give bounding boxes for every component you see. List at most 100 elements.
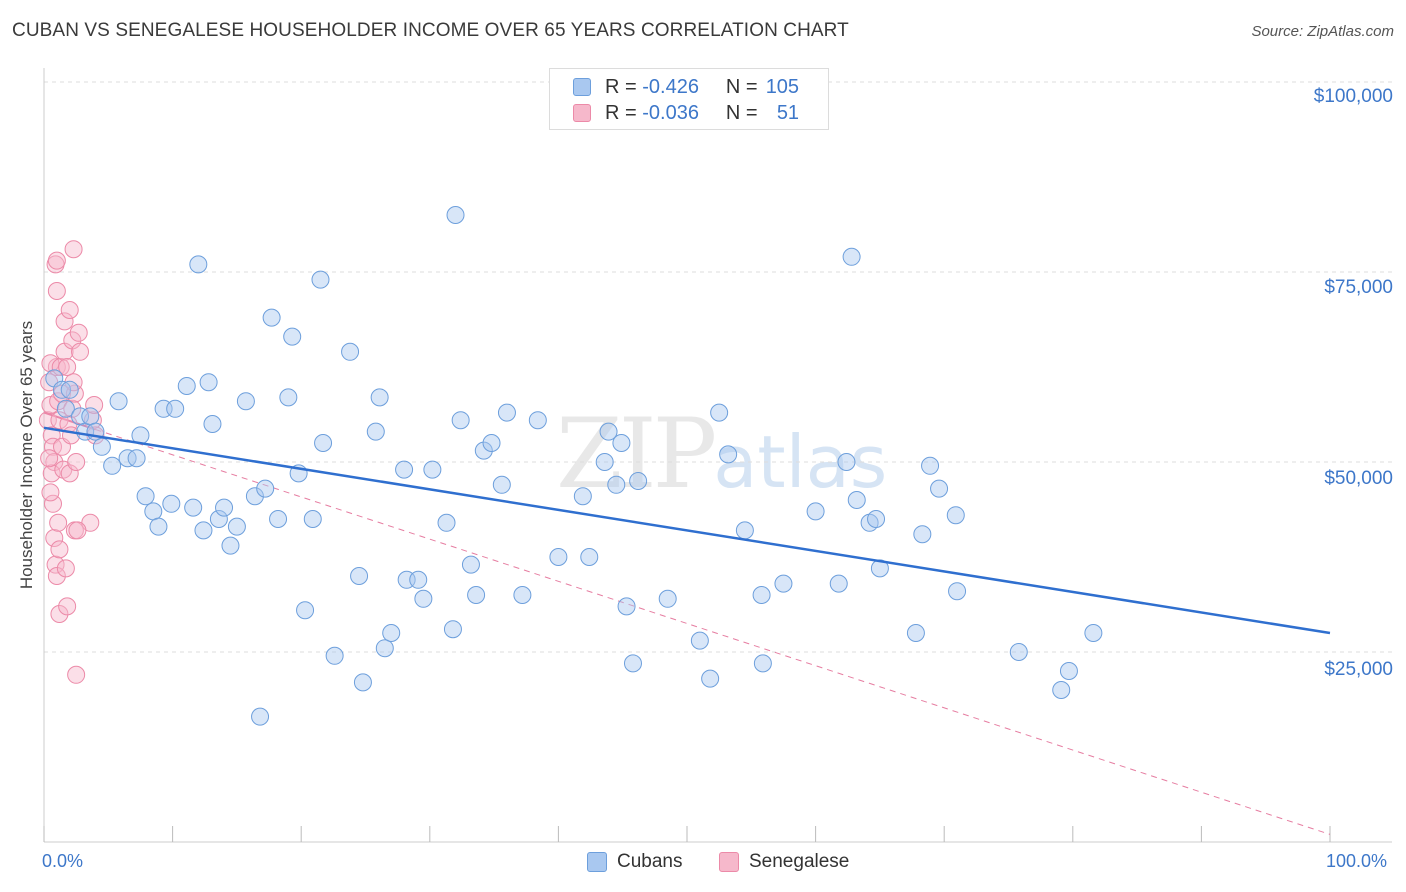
senegalese-point	[42, 426, 61, 445]
cubans-point	[1084, 624, 1103, 642]
senegalese-point	[46, 555, 65, 574]
cubans-point	[209, 510, 228, 528]
cubans-point	[103, 456, 122, 475]
senegalese-point	[64, 240, 83, 259]
senegalese-swatch	[573, 104, 591, 122]
cubans-trend-group	[43, 426, 1331, 635]
cubans-point	[752, 586, 771, 604]
cubans-point	[595, 453, 614, 471]
senegalese-legend-swatch	[719, 852, 739, 872]
n-value: 105	[765, 75, 800, 98]
cubans-point	[513, 586, 532, 604]
cubans-point	[184, 498, 203, 517]
cubans-point	[166, 399, 185, 418]
cubans-point	[829, 574, 848, 593]
bottom-legend-senegalese: Senegalese	[719, 851, 849, 873]
cubans-point	[599, 422, 618, 441]
bottom-legend-cubans: Cubans	[587, 851, 683, 873]
senegalese-point	[71, 342, 90, 361]
cubans-point	[382, 624, 401, 642]
cubans-point	[446, 206, 465, 224]
cubans-point	[92, 437, 111, 456]
cubans-point	[482, 434, 501, 452]
n-label: N =	[725, 101, 758, 124]
cubans-point	[1059, 662, 1078, 680]
cubans-point	[946, 506, 965, 525]
cubans-point	[81, 407, 100, 426]
senegalese-point	[44, 437, 63, 456]
chart-title: CUBAN VS SENEGALESE HOUSEHOLDER INCOME O…	[12, 20, 849, 41]
cubans-point	[735, 521, 754, 540]
cubans-point	[774, 574, 793, 593]
cubans-point	[847, 491, 866, 509]
y-tick-label: $50,000	[1324, 468, 1393, 489]
cubans-point	[236, 392, 255, 411]
cubans-point	[56, 399, 75, 418]
cubans-point	[311, 270, 330, 289]
cubans-point	[136, 487, 155, 506]
senegalese-point	[58, 358, 77, 376]
senegalese-point	[47, 567, 66, 585]
x-tick-label-max: 100.0%	[1326, 851, 1388, 871]
cubans-point	[341, 342, 360, 361]
cubans-point	[573, 487, 592, 506]
cubans-point	[245, 487, 264, 506]
gridlines	[44, 81, 1392, 653]
n-label: N =	[725, 75, 758, 98]
cubans-point	[203, 415, 222, 433]
senegalese-point	[60, 301, 79, 319]
senegalese-point	[41, 354, 60, 373]
cubans-point	[492, 475, 511, 494]
r-value: -0.036	[642, 101, 699, 124]
senegalese-legend-label: Senegalese	[749, 851, 850, 872]
cubans-point	[806, 502, 825, 521]
senegalese-trend-dashed	[95, 428, 1331, 835]
y-tick-label: $100,000	[1313, 86, 1393, 107]
senegalese-point	[49, 513, 68, 532]
cubans-point	[395, 460, 414, 479]
cubans-point	[437, 513, 456, 532]
y-tick-label: $75,000	[1324, 277, 1393, 298]
cubans-points	[45, 206, 1103, 726]
cubans-point	[60, 380, 79, 399]
cubans-point	[461, 555, 480, 574]
cubans-point	[109, 392, 128, 411]
senegalese-point	[85, 396, 104, 414]
cubans-point	[194, 521, 213, 540]
cubans-point	[279, 388, 298, 407]
senegalese-point	[41, 483, 60, 502]
cubans-point	[162, 494, 181, 513]
x-tick-label-min: 0.0%	[42, 851, 84, 871]
cubans-point	[870, 559, 889, 578]
cubans-point	[303, 510, 322, 528]
cubans-point	[53, 380, 72, 399]
cubans-point	[189, 255, 208, 274]
senegalese-point	[55, 312, 74, 331]
cubans-point	[580, 548, 599, 566]
cubans-point	[325, 646, 344, 665]
cubans-point	[549, 548, 568, 566]
cubans-point	[443, 620, 462, 639]
cubans-point	[296, 601, 315, 620]
cubans-point	[629, 472, 648, 490]
cubans-point	[913, 525, 932, 544]
cubans-point	[467, 586, 486, 604]
cubans-point	[1009, 643, 1028, 661]
senegalese-point	[63, 399, 82, 418]
cubans-point	[607, 475, 626, 494]
senegalese-point	[47, 251, 66, 270]
n-value: 51	[776, 101, 800, 124]
correlation-legend: R = -0.426 N = 105 R = -0.036 N = 51	[549, 68, 829, 130]
cubans-point	[262, 308, 281, 327]
cubans-point	[314, 434, 333, 452]
cubans-point	[451, 411, 470, 430]
cubans-point	[930, 479, 949, 498]
cubans-point	[370, 388, 389, 407]
senegalese-point	[50, 540, 69, 559]
cubans-point	[350, 567, 369, 585]
senegalese-point	[40, 449, 59, 468]
cubans-legend-label: Cubans	[617, 851, 683, 872]
cubans-point	[701, 669, 720, 688]
cubans-trend-line	[43, 426, 1331, 635]
